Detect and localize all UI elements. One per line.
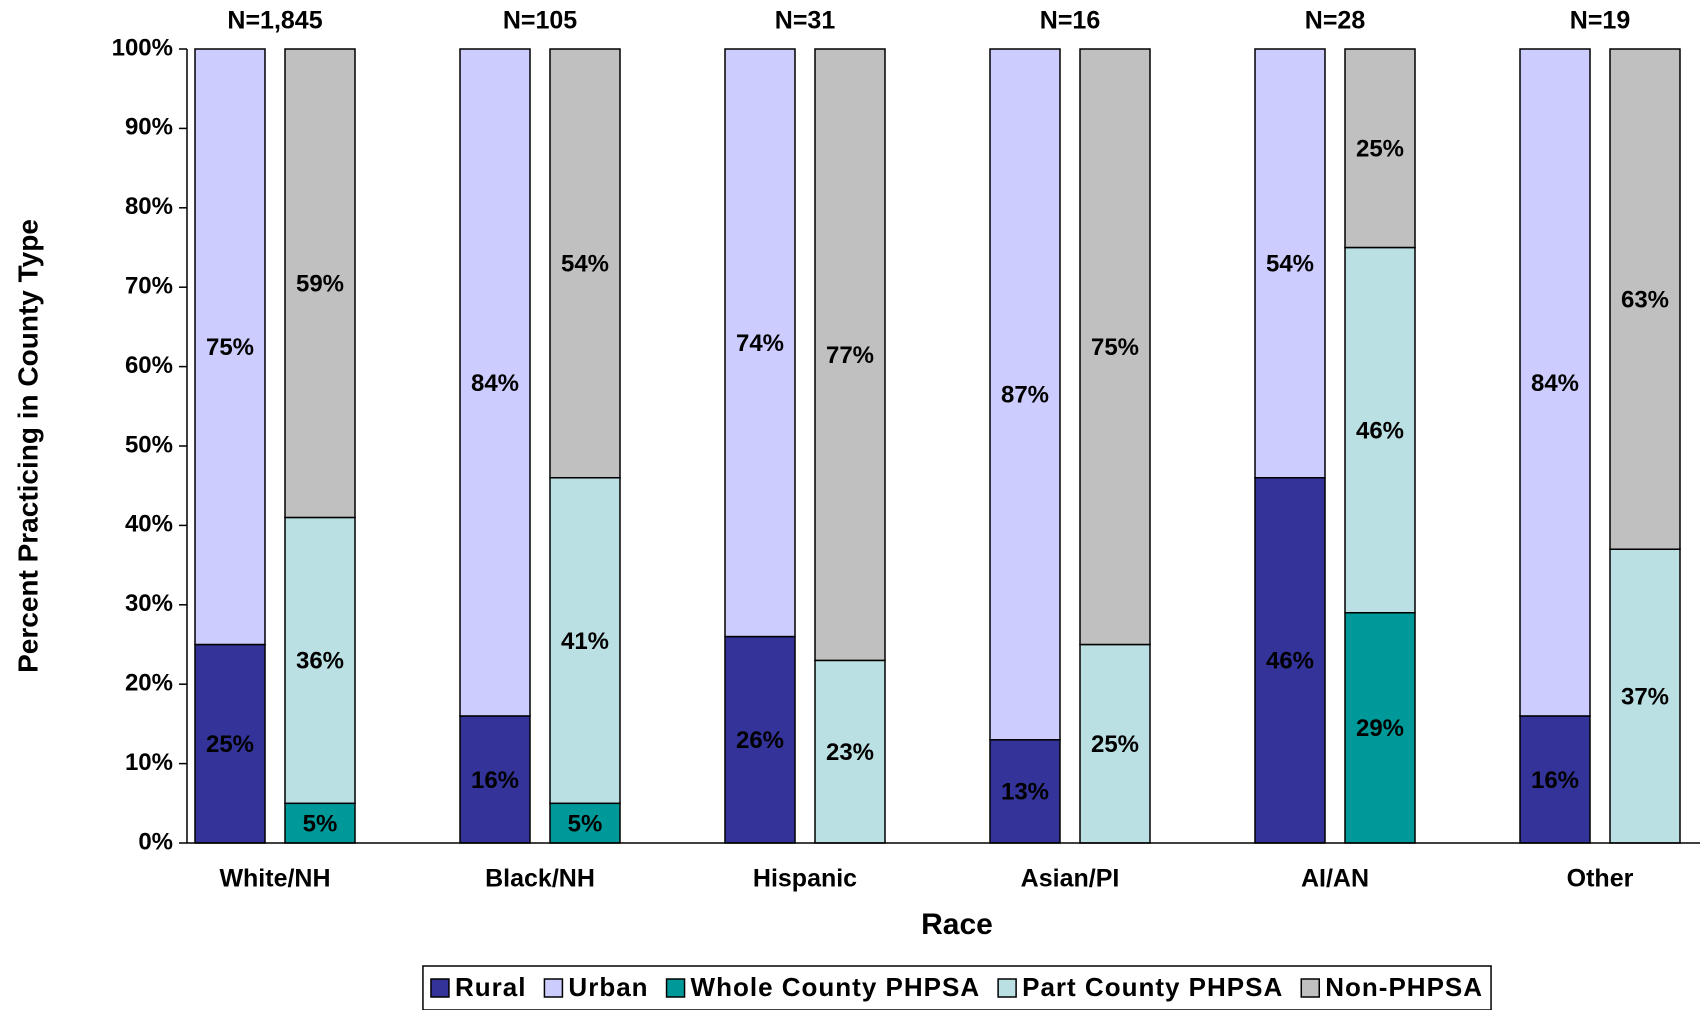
bar-segment — [1609, 48, 1681, 550]
bar-segment — [814, 659, 886, 844]
data-label: 5% — [303, 810, 338, 837]
x-tick-label: Asian/PI — [1021, 865, 1120, 893]
data-label: 46% — [1356, 417, 1404, 444]
group-annotation: N=19 — [1570, 7, 1630, 35]
y-tick-label: 90% — [125, 114, 173, 141]
y-tick-label: 100% — [112, 34, 173, 61]
data-label: 25% — [1356, 136, 1404, 163]
data-label: 84% — [1531, 370, 1579, 397]
legend-label: Urban — [568, 972, 648, 1002]
data-label: 29% — [1356, 715, 1404, 742]
legend-swatch — [665, 978, 686, 998]
x-tick-label: AI/AN — [1301, 865, 1369, 893]
y-tick-label: 70% — [125, 273, 173, 300]
data-label: 84% — [471, 370, 519, 397]
data-label: 37% — [1621, 683, 1669, 710]
bar-segment — [549, 477, 621, 805]
data-label: 26% — [736, 727, 784, 754]
legend-swatch — [997, 978, 1017, 998]
data-label: 36% — [296, 648, 344, 675]
bar-segment — [284, 516, 356, 805]
y-tick-label: 30% — [125, 590, 173, 617]
data-label: 5% — [568, 810, 603, 837]
legend-label: Whole County PHPSA — [691, 972, 981, 1002]
bar-segment — [1254, 477, 1326, 844]
data-label: 25% — [1091, 731, 1139, 758]
x-tick-label: Hispanic — [753, 865, 857, 893]
y-tick-label: 40% — [125, 511, 173, 538]
data-label: 54% — [1266, 251, 1314, 278]
group-annotation: N=31 — [775, 7, 836, 35]
data-label: 54% — [561, 251, 609, 278]
legend: Rural Urban Whole County PHPSA Part County … — [422, 965, 1492, 1010]
bar-segment — [1344, 246, 1416, 614]
bar-segment — [724, 635, 796, 844]
y-tick-label: 50% — [125, 431, 173, 458]
bar-segment — [1519, 715, 1591, 844]
legend-label: Non-PHPSA — [1325, 972, 1483, 1002]
legend-label: Rural — [455, 972, 526, 1002]
y-tick-label: 10% — [125, 749, 173, 776]
bar-segment — [459, 48, 531, 717]
bar-segment — [1254, 48, 1326, 479]
bar-segment — [1344, 48, 1416, 249]
group-annotation: N=1,845 — [227, 7, 322, 35]
data-label: 87% — [1001, 382, 1049, 409]
bar-segment — [1519, 48, 1591, 717]
bar-segment — [814, 48, 886, 662]
data-label: 46% — [1266, 648, 1314, 675]
data-label: 16% — [1531, 767, 1579, 794]
bar-segment — [194, 48, 266, 646]
legend-swatch — [430, 978, 450, 998]
group-annotation: N=28 — [1305, 7, 1366, 35]
data-label: 77% — [826, 342, 874, 369]
group-annotation: N=105 — [503, 7, 577, 35]
legend-swatch — [1300, 978, 1321, 998]
legend-swatch — [543, 978, 564, 998]
bar-segment — [1344, 611, 1416, 844]
data-label: 13% — [1001, 779, 1049, 806]
data-label: 16% — [471, 767, 519, 794]
bar-segment — [1079, 48, 1151, 646]
y-tick-label: 20% — [125, 670, 173, 697]
bar-segment — [989, 48, 1061, 741]
x-tick-label: Other — [1567, 865, 1634, 893]
data-label: 23% — [826, 739, 874, 766]
x-tick-label: Black/NH — [485, 865, 595, 893]
y-tick-label: 60% — [125, 352, 173, 379]
bar-segment — [549, 48, 621, 479]
group-annotation: N=16 — [1040, 7, 1100, 35]
data-label: 41% — [561, 628, 609, 655]
data-label: 74% — [736, 330, 784, 357]
bar-segment — [724, 48, 796, 638]
bar-segment — [194, 643, 266, 844]
bar-segment — [284, 802, 356, 844]
data-label: 59% — [296, 271, 344, 298]
bar-segment — [989, 739, 1061, 844]
data-label: 75% — [1091, 334, 1139, 361]
legend-label: Part County PHPSA — [1022, 972, 1283, 1002]
data-label: 63% — [1621, 286, 1669, 313]
y-tick-label: 0% — [138, 828, 173, 855]
y-tick-label: 80% — [125, 193, 173, 220]
data-label: 75% — [206, 334, 254, 361]
y-axis-title: Percent Practicing in County Type — [12, 219, 43, 673]
bar-segment — [284, 48, 356, 519]
data-label: 25% — [206, 731, 254, 758]
x-tick-label: White/NH — [219, 865, 330, 893]
x-axis-title: Race — [921, 908, 993, 941]
